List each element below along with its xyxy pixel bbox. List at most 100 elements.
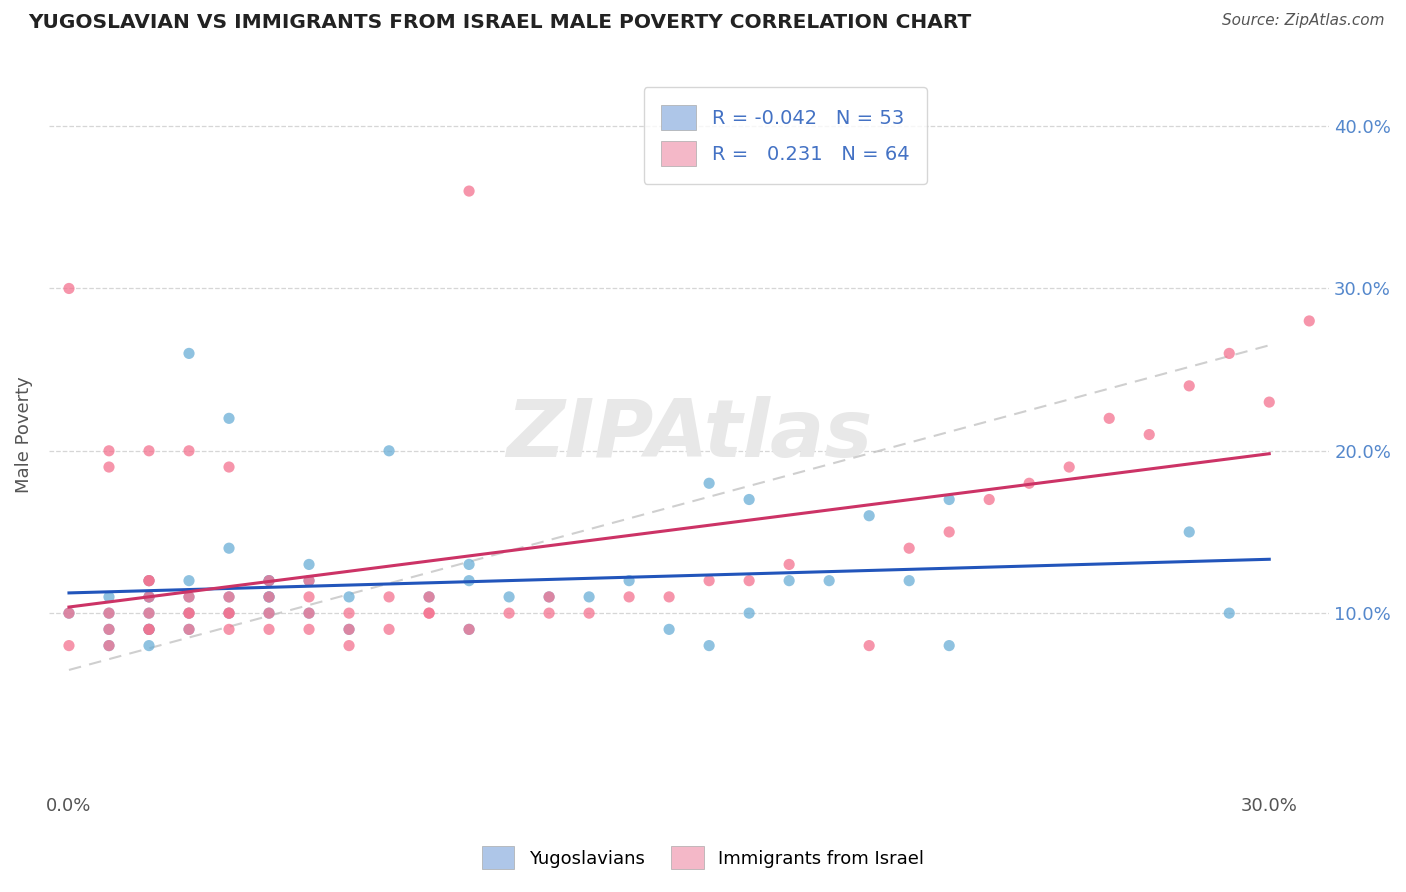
Point	[458, 184, 481, 198]
Point	[58, 606, 80, 620]
Point	[98, 639, 121, 653]
Point	[898, 541, 921, 556]
Point	[458, 623, 481, 637]
Point	[938, 639, 960, 653]
Point	[257, 590, 280, 604]
Point	[298, 606, 321, 620]
Point	[98, 623, 121, 637]
Point	[738, 492, 761, 507]
Point	[858, 639, 880, 653]
Point	[617, 574, 640, 588]
Point	[58, 281, 80, 295]
Point	[257, 590, 280, 604]
Point	[177, 606, 200, 620]
Point	[418, 590, 440, 604]
Legend: Yugoslavians, Immigrants from Israel: Yugoslavians, Immigrants from Israel	[472, 838, 934, 879]
Point	[218, 541, 240, 556]
Legend: R = -0.042   N = 53, R =   0.231   N = 64: R = -0.042 N = 53, R = 0.231 N = 64	[644, 87, 927, 184]
Point	[1218, 346, 1240, 360]
Point	[177, 590, 200, 604]
Point	[218, 590, 240, 604]
Point	[218, 411, 240, 425]
Point	[177, 606, 200, 620]
Point	[938, 524, 960, 539]
Point	[418, 590, 440, 604]
Point	[418, 606, 440, 620]
Point	[177, 590, 200, 604]
Point	[98, 606, 121, 620]
Point	[658, 623, 681, 637]
Point	[98, 606, 121, 620]
Text: ZIPAtlas: ZIPAtlas	[506, 395, 872, 474]
Point	[378, 590, 401, 604]
Point	[298, 558, 321, 572]
Point	[257, 606, 280, 620]
Point	[418, 606, 440, 620]
Point	[337, 623, 360, 637]
Point	[177, 443, 200, 458]
Point	[697, 574, 720, 588]
Point	[818, 574, 841, 588]
Point	[218, 460, 240, 475]
Point	[538, 590, 561, 604]
Point	[218, 606, 240, 620]
Point	[138, 623, 160, 637]
Point	[58, 606, 80, 620]
Point	[98, 443, 121, 458]
Point	[177, 606, 200, 620]
Point	[1018, 476, 1040, 491]
Point	[538, 590, 561, 604]
Point	[98, 590, 121, 604]
Point	[337, 639, 360, 653]
Point	[138, 623, 160, 637]
Point	[138, 623, 160, 637]
Point	[778, 558, 800, 572]
Point	[257, 574, 280, 588]
Point	[1178, 524, 1201, 539]
Point	[1298, 314, 1320, 328]
Point	[979, 492, 1001, 507]
Point	[257, 623, 280, 637]
Point	[697, 639, 720, 653]
Point	[858, 508, 880, 523]
Point	[138, 590, 160, 604]
Point	[98, 623, 121, 637]
Point	[257, 590, 280, 604]
Point	[337, 623, 360, 637]
Point	[578, 590, 600, 604]
Point	[298, 590, 321, 604]
Point	[177, 623, 200, 637]
Point	[138, 574, 160, 588]
Point	[1178, 379, 1201, 393]
Point	[498, 606, 520, 620]
Point	[138, 606, 160, 620]
Point	[697, 476, 720, 491]
Point	[378, 623, 401, 637]
Point	[98, 460, 121, 475]
Point	[138, 574, 160, 588]
Point	[177, 346, 200, 360]
Point	[138, 623, 160, 637]
Point	[1098, 411, 1121, 425]
Point	[298, 574, 321, 588]
Text: YUGOSLAVIAN VS IMMIGRANTS FROM ISRAEL MALE POVERTY CORRELATION CHART: YUGOSLAVIAN VS IMMIGRANTS FROM ISRAEL MA…	[28, 13, 972, 32]
Point	[177, 623, 200, 637]
Point	[1137, 427, 1160, 442]
Point	[218, 606, 240, 620]
Point	[138, 590, 160, 604]
Point	[378, 443, 401, 458]
Point	[738, 606, 761, 620]
Point	[658, 590, 681, 604]
Point	[138, 590, 160, 604]
Point	[298, 606, 321, 620]
Point	[738, 574, 761, 588]
Point	[298, 574, 321, 588]
Point	[578, 606, 600, 620]
Point	[257, 574, 280, 588]
Point	[138, 443, 160, 458]
Text: Source: ZipAtlas.com: Source: ZipAtlas.com	[1222, 13, 1385, 29]
Point	[138, 639, 160, 653]
Y-axis label: Male Poverty: Male Poverty	[15, 376, 32, 493]
Point	[298, 623, 321, 637]
Point	[138, 606, 160, 620]
